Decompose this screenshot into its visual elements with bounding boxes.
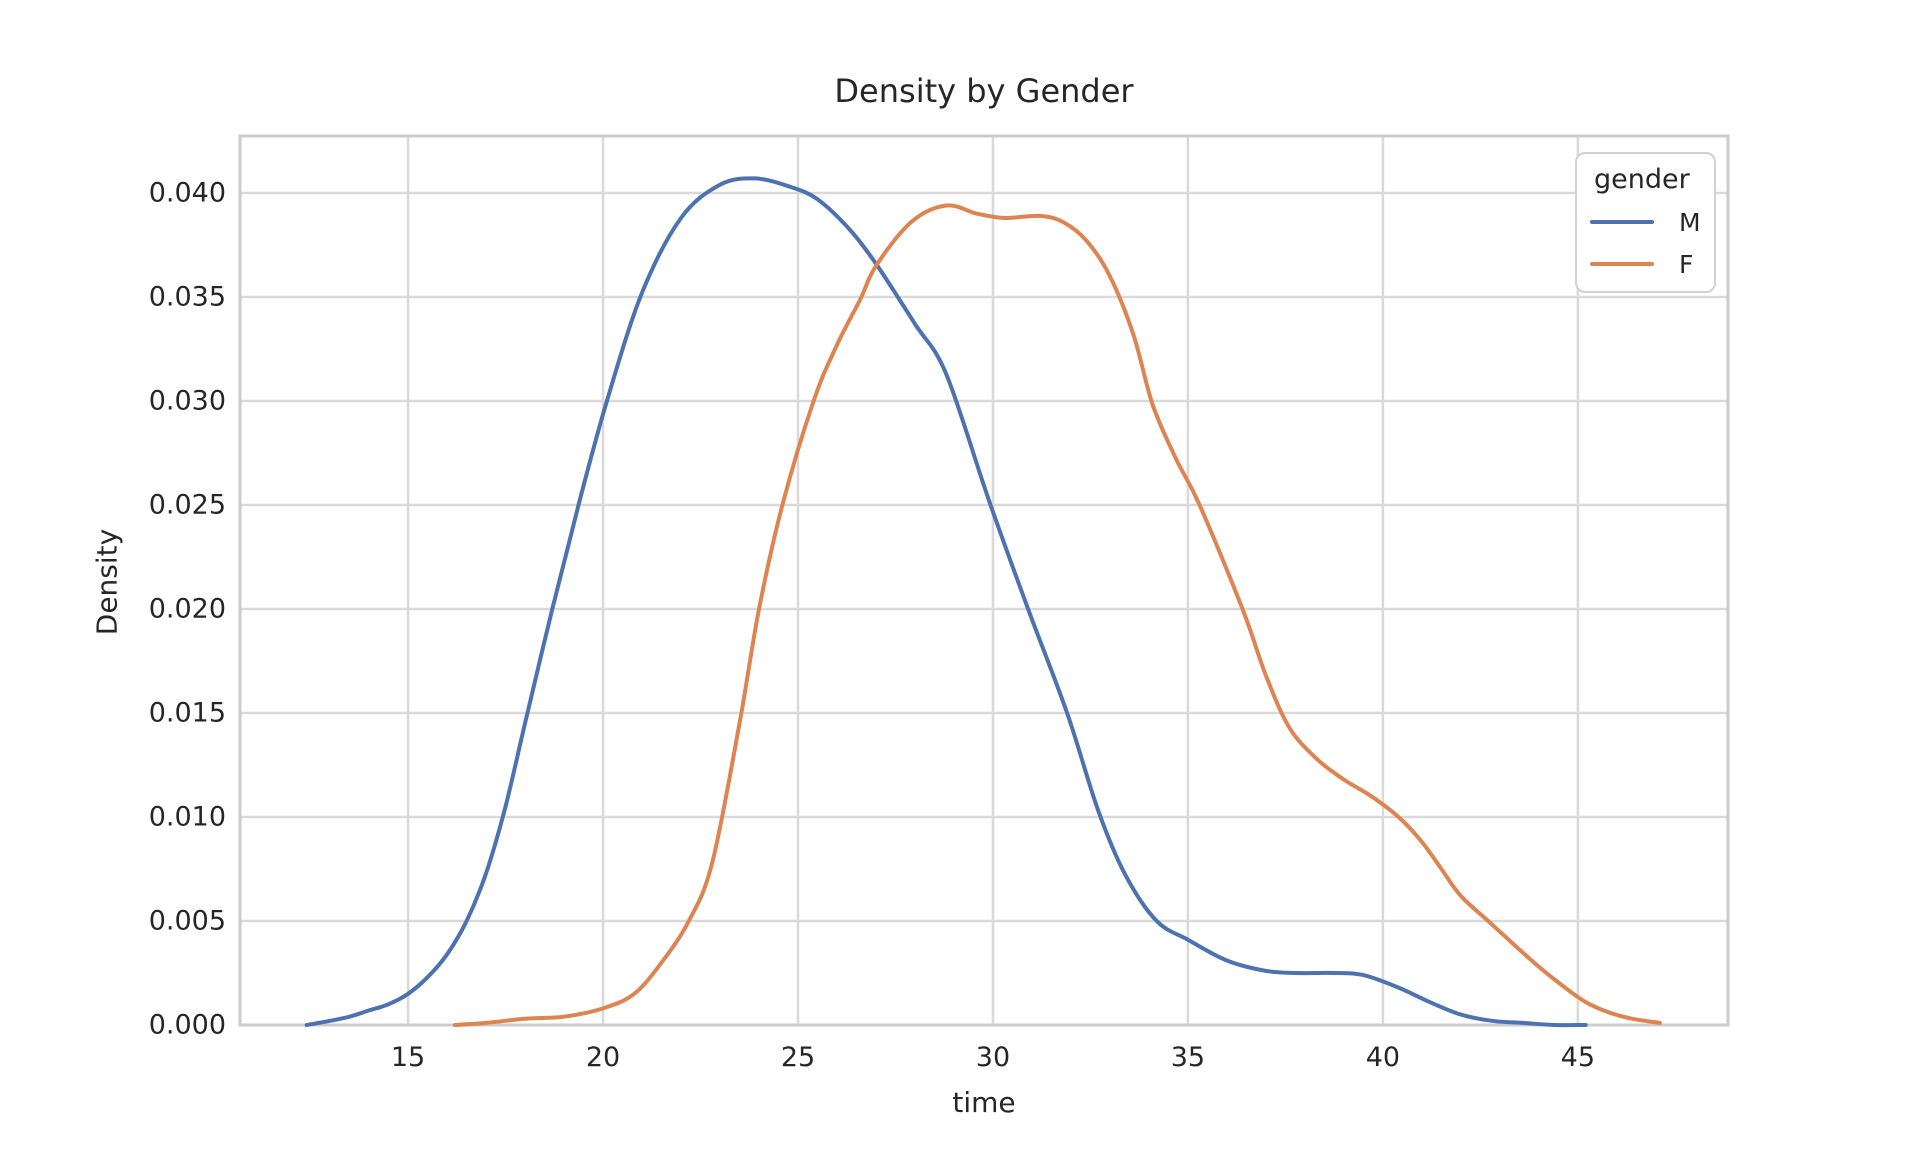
legend-title: gender — [1594, 164, 1690, 195]
x-tick-label: 30 — [975, 1042, 1011, 1073]
x-tick-label: 25 — [780, 1042, 816, 1073]
y-tick-label: 0.025 — [148, 489, 226, 521]
legend-line-sample-m — [1590, 220, 1654, 224]
x-tick-label: 20 — [585, 1042, 621, 1073]
x-axis-label: time — [952, 1086, 1016, 1119]
legend-line-sample-f — [1590, 262, 1654, 266]
y-tick-label: 0.040 — [148, 177, 226, 209]
x-tick-label: 35 — [1170, 1042, 1206, 1073]
x-tick-label: 40 — [1365, 1042, 1401, 1073]
axes-spines — [238, 134, 1730, 1027]
chart-title: Density by Gender — [834, 72, 1134, 110]
y-tick-label: 0.000 — [148, 1009, 226, 1041]
y-axis-label: Density — [90, 528, 124, 636]
legend-entry-m: M — [1590, 201, 1714, 243]
y-tick-label: 0.010 — [148, 801, 226, 833]
y-tick-label: 0.035 — [148, 281, 226, 313]
legend-entry-f: F — [1590, 243, 1714, 285]
kde-curves — [304, 176, 1662, 1028]
y-tick-label: 0.030 — [148, 385, 226, 417]
legend-label-f: F — [1679, 249, 1694, 279]
x-tick-label: 15 — [390, 1042, 426, 1073]
legend-label-m: M — [1679, 207, 1701, 237]
kde-curve-m — [304, 176, 1588, 1028]
kde-curve-f — [452, 203, 1662, 1027]
gridlines — [240, 136, 1728, 1027]
legend: gender M F — [1575, 152, 1716, 293]
y-tick-label: 0.020 — [148, 593, 226, 625]
y-tick-label: 0.005 — [148, 905, 226, 937]
x-tick-label: 45 — [1560, 1042, 1596, 1073]
y-tick-label: 0.015 — [148, 697, 226, 729]
